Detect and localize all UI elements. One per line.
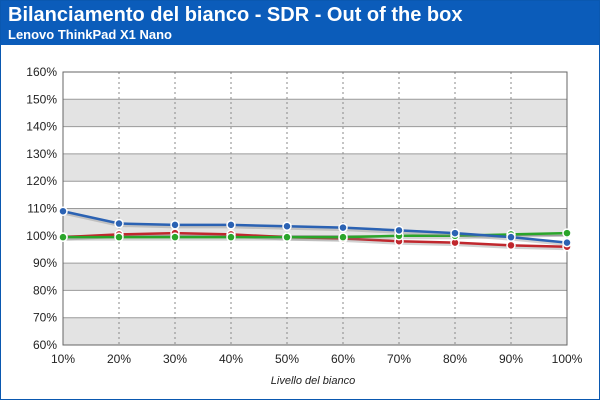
plot-band — [63, 290, 567, 318]
x-tick-label: 80% — [443, 352, 467, 366]
y-tick-label: 150% — [26, 92, 57, 106]
plot-band — [63, 317, 567, 345]
series-line — [62, 210, 568, 244]
series-point — [338, 232, 348, 242]
chart-title: Bilanciamento del bianco - SDR - Out of … — [8, 4, 463, 26]
y-tick-label: 90% — [33, 256, 57, 270]
series-point — [282, 232, 292, 242]
y-tick-label: 70% — [33, 311, 57, 325]
series-shadow — [63, 232, 569, 251]
line-chart: 60% 70% 80% 90% 100% 110% 120% 130% 140% 150% 160%… — [26, 65, 583, 387]
x-tick-label: 10% — [51, 352, 75, 366]
series-point — [506, 240, 516, 251]
chart-subtitle: Lenovo ThinkPad X1 Nano — [8, 27, 172, 42]
x-tick-label: 60% — [331, 352, 355, 366]
y-tick-label: 110% — [27, 202, 57, 216]
plot-band — [63, 181, 567, 209]
series-point — [114, 218, 124, 229]
y-tick-label: 120% — [26, 174, 57, 188]
y-tick-label: 160% — [26, 65, 57, 79]
series-point — [282, 221, 292, 231]
x-tick-label: 90% — [499, 352, 523, 366]
y-tick-label: 60% — [33, 338, 57, 352]
series-point — [226, 220, 236, 230]
series-point — [58, 206, 68, 216]
series-point — [58, 232, 68, 242]
plot-band — [63, 126, 567, 154]
plot-band — [63, 235, 567, 264]
series-point — [506, 232, 516, 242]
y-tick-label: 100% — [26, 229, 57, 243]
series-point — [338, 222, 348, 233]
series-shadow — [64, 232, 569, 241]
series-point — [394, 225, 404, 236]
plot-band — [63, 208, 567, 236]
series-point — [114, 232, 124, 242]
series-point — [450, 228, 460, 238]
x-axis-label: Livello del bianco — [271, 375, 355, 387]
plot-band — [63, 263, 567, 291]
series-point — [562, 237, 572, 248]
x-tick-label: 100% — [552, 352, 583, 366]
x-tick-label: 40% — [219, 352, 243, 366]
plot-band — [63, 72, 567, 100]
series-shadow — [63, 210, 569, 247]
series-point — [562, 228, 572, 238]
y-tick-label: 80% — [33, 283, 57, 297]
x-tick-label: 50% — [275, 352, 299, 366]
y-tick-label: 130% — [26, 147, 57, 161]
y-tick-label: 140% — [26, 120, 57, 134]
x-tick-label: 20% — [107, 352, 131, 366]
plot-band — [63, 153, 567, 182]
series-point — [170, 232, 180, 242]
plot-band — [63, 99, 567, 127]
x-tick-label: 70% — [387, 352, 411, 366]
series-point — [226, 232, 236, 242]
chart-header: Bilanciamento del bianco - SDR - Out of … — [1, 1, 599, 45]
x-tick-label: 30% — [163, 352, 187, 366]
series-point — [170, 220, 180, 230]
